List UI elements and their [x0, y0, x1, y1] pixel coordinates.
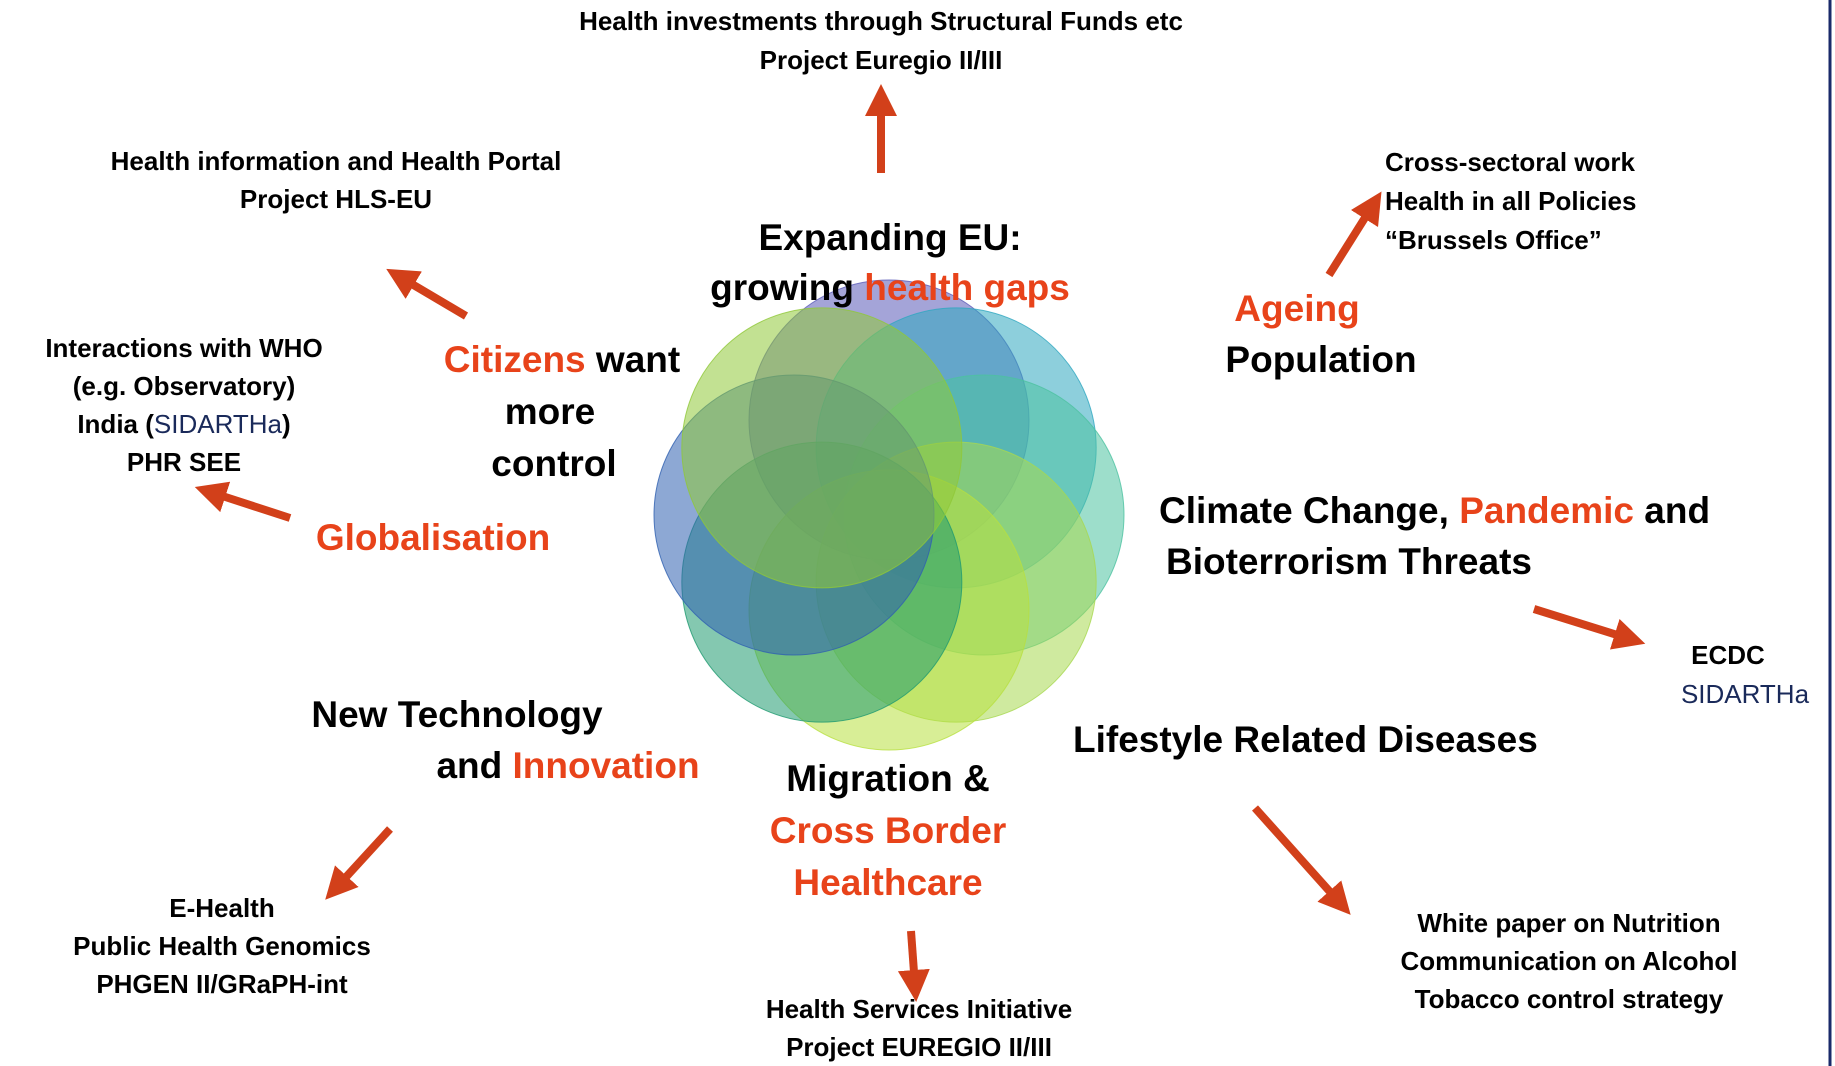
text-segment: and: [436, 745, 512, 786]
text-segment: Health investments through Structural Fu…: [579, 6, 1183, 36]
label-line: ECDC: [1691, 640, 1765, 670]
text-segment: Cross Border: [770, 810, 1006, 851]
label-line: growing health gaps: [710, 267, 1070, 308]
text-segment: Bioterrorism Threats: [1166, 541, 1532, 582]
label-line: White paper on Nutrition: [1417, 908, 1720, 938]
text-segment: Climate Change,: [1159, 490, 1459, 531]
label-line: Lifestyle Related Diseases: [1073, 719, 1538, 760]
label-line: control: [491, 443, 616, 484]
label-line: Health in all Policies: [1385, 186, 1636, 216]
label-line: Health Services Initiative: [766, 994, 1072, 1024]
text-segment: Communication on Alcohol: [1400, 946, 1737, 976]
text-segment: want: [586, 339, 681, 380]
text-segment: Citizens: [444, 339, 586, 380]
label-line: PHGEN II/GRaPH-int: [96, 969, 348, 999]
text-segment: New Technology: [311, 694, 603, 735]
label-line: Expanding EU:: [758, 217, 1021, 258]
text-segment: Project HLS-EU: [240, 184, 432, 214]
label-line: Public Health Genomics: [73, 931, 371, 961]
text-segment: Tobacco control strategy: [1415, 984, 1724, 1014]
label-line: Communication on Alcohol: [1400, 946, 1737, 976]
text-segment: SIDARTHa: [154, 409, 283, 439]
arrow: [1329, 205, 1373, 275]
label-line: Cross Border: [770, 810, 1006, 851]
text-segment: Cross-sectoral work: [1385, 147, 1636, 177]
label-line: Ageing: [1234, 288, 1359, 329]
arrow: [400, 277, 466, 316]
label-line: Globalisation: [316, 517, 550, 558]
text-segment: (e.g. Observatory): [73, 371, 296, 401]
text-segment: control: [491, 443, 616, 484]
text-segment: Interactions with WHO: [45, 333, 322, 363]
text-segment: Health Services Initiative: [766, 994, 1072, 1024]
label-line: Project HLS-EU: [240, 184, 432, 214]
text-segment: more: [505, 391, 595, 432]
text-segment: Lifestyle Related Diseases: [1073, 719, 1538, 760]
text-segment: E-Health: [169, 893, 274, 923]
text-segment: and: [1634, 490, 1710, 531]
arrow: [1255, 808, 1340, 903]
label-line: PHR SEE: [127, 447, 241, 477]
text-segment: “Brussels Office”: [1385, 225, 1602, 255]
arrow: [336, 829, 390, 888]
label-line: E-Health: [169, 893, 274, 923]
arrow: [210, 492, 290, 518]
text-segment: Expanding EU:: [758, 217, 1021, 258]
text-segment: Health information and Health Portal: [111, 146, 562, 176]
text-segment: PHR SEE: [127, 447, 241, 477]
label-line: Project Euregio II/III: [760, 45, 1003, 75]
text-segment: Innovation: [513, 745, 700, 786]
text-segment: White paper on Nutrition: [1417, 908, 1720, 938]
text-segment: PHGEN II/GRaPH-int: [96, 969, 348, 999]
text-segment: growing: [710, 267, 864, 308]
label-line: and Innovation: [436, 745, 699, 786]
label-line: (e.g. Observatory): [73, 371, 296, 401]
page: {"labels": [ {"lines": [[{"text": "Healt…: [0, 0, 1835, 1066]
text-segment: Project EUREGIO II/III: [786, 1032, 1052, 1062]
arrow: [1534, 609, 1630, 639]
text-segment: Health in all Policies: [1385, 186, 1636, 216]
text-segment: ): [282, 409, 291, 439]
label-line: Project EUREGIO II/III: [786, 1032, 1052, 1062]
flower: [654, 280, 1124, 750]
text-segment: Healthcare: [793, 862, 982, 903]
text-segment: Public Health Genomics: [73, 931, 371, 961]
label-line: Healthcare: [793, 862, 982, 903]
label-line: New Technology: [311, 694, 603, 735]
text-segment: India (: [77, 409, 154, 439]
label-line: Population: [1225, 339, 1416, 380]
label-line: Tobacco control strategy: [1415, 984, 1724, 1014]
label-line: Climate Change, Pandemic and: [1159, 490, 1710, 531]
text-segment: ECDC: [1691, 640, 1765, 670]
label-line: India (SIDARTHa): [77, 409, 290, 439]
text-segment: SIDARTHa: [1681, 679, 1810, 709]
text-segment: health gaps: [864, 267, 1070, 308]
text-segment: Population: [1225, 339, 1416, 380]
text-segment: Ageing: [1234, 288, 1359, 329]
text-segment: Globalisation: [316, 517, 550, 558]
text-segment: Migration &: [786, 758, 989, 799]
label-line: SIDARTHa: [1681, 679, 1810, 709]
label-line: Interactions with WHO: [45, 333, 322, 363]
label-line: Bioterrorism Threats: [1166, 541, 1532, 582]
text-segment: Project Euregio II/III: [760, 45, 1003, 75]
label-line: more: [505, 391, 595, 432]
label-line: Health investments through Structural Fu…: [579, 6, 1183, 36]
diagram: Health investments through Structural Fu…: [0, 0, 1835, 1066]
label-line: Migration &: [786, 758, 989, 799]
text-segment: Pandemic: [1459, 490, 1634, 531]
arrow: [911, 931, 915, 986]
label-line: Citizens want: [444, 339, 680, 380]
circle: [682, 308, 962, 588]
label-line: “Brussels Office”: [1385, 225, 1602, 255]
label-line: Cross-sectoral work: [1385, 147, 1636, 177]
label-line: Health information and Health Portal: [111, 146, 562, 176]
